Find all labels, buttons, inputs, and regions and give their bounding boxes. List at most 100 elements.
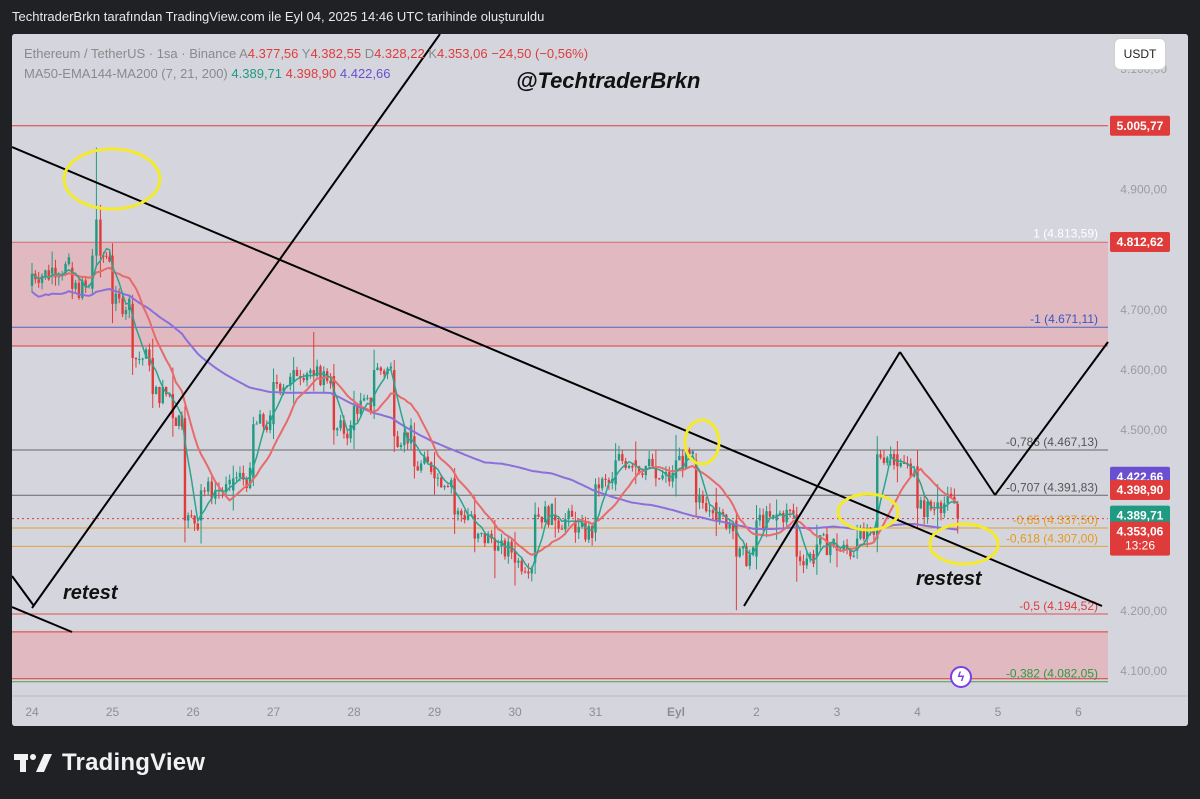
legend-high-key: Y (301, 46, 311, 61)
candle-body (480, 532, 483, 534)
candle-body (933, 509, 936, 511)
price-chart[interactable]: 1 (4.813,59) -1 (4.671,11) -0,786 (4.467,1… (12, 34, 1188, 726)
candle-body (210, 481, 213, 499)
candle-body (725, 514, 728, 529)
candle-body (393, 370, 396, 437)
fib-label-7: -0,382 (4.082,05) (1006, 667, 1098, 681)
y-tick-label-2: 4.700,00 (1120, 303, 1167, 317)
x-tick-label-3: 27 (267, 705, 281, 719)
legend-change: −24,50 (−0,56%) (491, 46, 589, 61)
candle-body (282, 387, 285, 392)
candle-body (768, 511, 772, 517)
tradingview-logo-icon (14, 754, 52, 772)
candle-body (916, 466, 919, 509)
x-tick-label-10: 3 (834, 705, 841, 719)
candle-body (537, 514, 540, 517)
trendline-4 (743, 351, 901, 607)
candle-body (138, 358, 141, 360)
candle-body (507, 541, 510, 557)
candle-body (349, 424, 352, 439)
retest-label-right: restest (916, 568, 983, 590)
candle-body (272, 382, 275, 425)
candle-body (825, 534, 829, 556)
candle-body (815, 544, 819, 557)
candle-body (852, 555, 855, 557)
candle-body (30, 273, 34, 286)
fib-label-0: 1 (4.813,59) (1033, 226, 1098, 240)
price-badge-4 (1110, 505, 1170, 526)
candle-body (802, 561, 805, 566)
candle-body (356, 406, 359, 414)
chart-panel[interactable]: 1 (4.813,59) -1 (4.671,11) -0,786 (4.467,1… (12, 34, 1188, 726)
candle-body (144, 349, 148, 359)
candle-body (121, 298, 124, 315)
candle-body (473, 514, 476, 539)
candle-body (698, 494, 701, 503)
zone-band-0 (12, 242, 1108, 346)
fib-label-1: -1 (4.671,11) (1030, 312, 1098, 326)
candle-body (315, 366, 319, 377)
candle-body (446, 486, 450, 488)
trendline-0 (12, 146, 1103, 607)
candle-body (785, 509, 788, 523)
candle-body (547, 506, 550, 525)
trendline-1 (12, 606, 73, 633)
candle-body (949, 493, 953, 497)
price-badge-label-4: 4.389,71 (1117, 509, 1164, 523)
candle-body (523, 571, 527, 573)
x-tick-label-8: Eyl (667, 705, 685, 719)
fib-label-4: -0,65 (4.337,50) (1013, 513, 1098, 527)
candle-body (214, 490, 217, 499)
candle-body (207, 481, 210, 492)
candle-body (842, 544, 845, 551)
x-tick-label-2: 26 (186, 705, 200, 719)
candle-body (433, 466, 436, 479)
x-tick-label-7: 31 (589, 705, 603, 719)
candle-body (456, 510, 460, 515)
candle-body (95, 219, 98, 256)
candle-body (735, 520, 738, 557)
candle-body (882, 457, 886, 463)
author-watermark: @TechtraderBrkn (516, 68, 701, 93)
chart-legend: Ethereum / TetherUS · 1sa · Binance A4.3… (24, 44, 588, 84)
candle-body (503, 540, 507, 557)
candle-body (196, 523, 200, 530)
candle-body (654, 466, 658, 479)
candle-body (399, 445, 403, 447)
candle-body (627, 465, 631, 468)
y-tick-label-4: 4.500,00 (1120, 423, 1167, 437)
highlight-circle-3 (928, 522, 1000, 566)
candle-body (108, 256, 111, 262)
candle-body (74, 282, 77, 289)
candle-body (574, 520, 577, 533)
candle-body (691, 451, 694, 455)
candle-body (862, 528, 866, 540)
tradingview-footer: TradingView (14, 746, 205, 780)
candle-body-last (956, 503, 959, 519)
candle-body (711, 510, 715, 514)
candle-body (946, 493, 949, 504)
lightning-icon[interactable]: ϟ (950, 666, 972, 688)
candle-body (513, 550, 517, 563)
candle-body (621, 454, 624, 461)
candle-body (772, 514, 775, 517)
candle-body (909, 463, 912, 477)
candle-body (416, 466, 419, 471)
candle-body (879, 454, 882, 458)
fib-label-6: -0,5 (4.194,52) (1019, 599, 1098, 613)
candle-body (822, 534, 825, 536)
price-badge-label-0: 5.005,77 (1117, 119, 1164, 133)
candle-body (409, 425, 413, 444)
candle-body (533, 514, 537, 563)
trendline-2 (31, 34, 441, 609)
currency-button[interactable]: USDT (1114, 38, 1166, 70)
candle-body (788, 509, 792, 511)
candle-body (486, 533, 490, 544)
candle-body (604, 478, 607, 480)
candle-body (865, 527, 869, 540)
candle-body (517, 560, 520, 563)
candle-body (584, 522, 587, 540)
candle-body (151, 357, 154, 395)
candle-body (758, 514, 762, 521)
candle-body (859, 528, 862, 539)
